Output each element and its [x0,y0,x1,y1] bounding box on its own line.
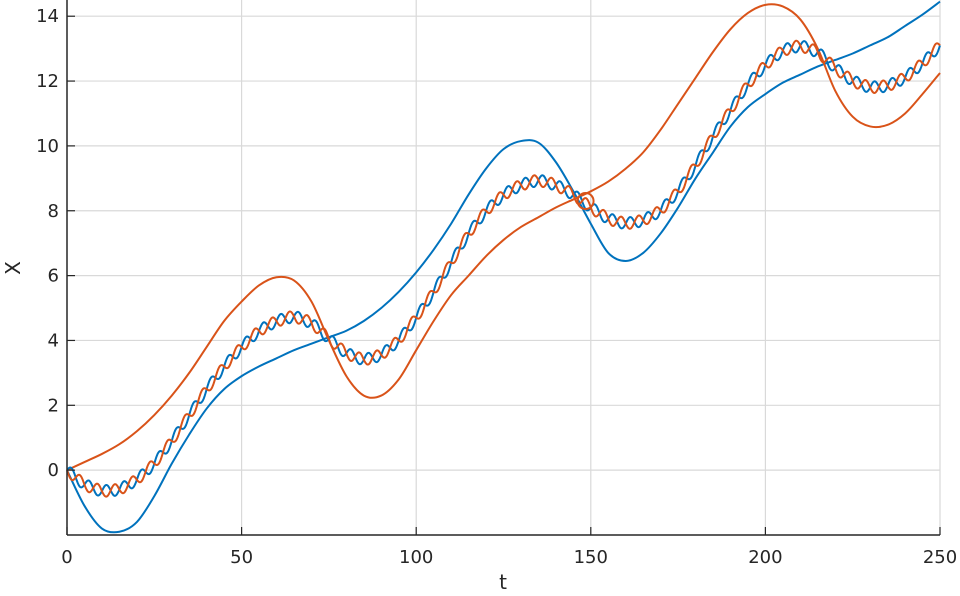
tick-labels: 0 50 100 150 200 250 0 2 4 6 8 10 12 14 [36,6,957,568]
y-tick-label: 12 [36,71,59,92]
x-axis-label: t [499,570,507,594]
series-line-3 [66,40,941,497]
plot-markers [576,192,595,211]
y-tick-label: 10 [36,136,59,157]
y-tick-label: 8 [48,201,59,222]
series-line-2 [66,3,941,472]
x-tick-label: 100 [399,547,433,568]
grid [67,0,941,535]
x-tick-label: 50 [230,547,253,568]
y-tick-label: 0 [48,460,59,481]
axes [66,0,941,536]
y-tick-label: 2 [48,395,59,416]
y-tick-label: 4 [48,330,59,351]
x-tick-label: 0 [61,547,72,568]
plot-series [66,0,941,534]
y-tick-label: 6 [48,266,59,287]
x-tick-label: 150 [574,547,608,568]
marker-circle [576,192,595,211]
series-line-1 [66,0,941,534]
y-axis-label: X [1,261,25,275]
x-tick-label: 200 [748,547,782,568]
x-tick-label: 250 [923,547,957,568]
series-line-4 [66,39,941,498]
y-tick-label: 14 [36,6,59,27]
